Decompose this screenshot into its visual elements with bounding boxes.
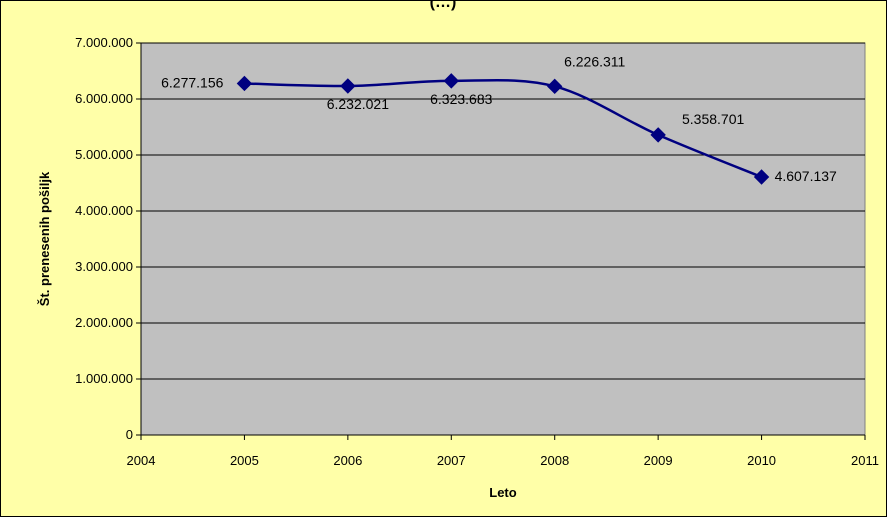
data-point-marker — [443, 73, 459, 89]
data-point-marker — [753, 169, 770, 185]
data-labels: 6.277.156 6.232.021 6.323.683 6.226.311 5.35… — [161, 53, 837, 184]
y-tick-label: 2.000.000 — [75, 315, 133, 330]
chart-title: (…) — [430, 1, 457, 11]
axes — [136, 42, 866, 440]
x-tick-labels: 2004 2005 2006 2007 2008 2009 2010 2011 — [127, 453, 879, 468]
data-point-marker — [340, 78, 356, 94]
y-tick-label: 6.000.000 — [75, 91, 133, 106]
x-tick-label: 2006 — [333, 453, 362, 468]
data-label: 5.358.701 — [682, 111, 744, 127]
data-label: 6.226.311 — [564, 53, 625, 69]
y-tick-label: 5.000.000 — [75, 147, 133, 162]
data-label: 4.607.137 — [775, 168, 837, 184]
y-axis-title: Št. prenesenih pošiljk — [37, 171, 52, 306]
y-tick-label: 7.000.000 — [75, 35, 133, 50]
gridlines — [141, 42, 865, 380]
y-tick-label: 3.000.000 — [75, 259, 133, 274]
x-tick-label: 2005 — [230, 453, 259, 468]
y-tick-label: 4.000.000 — [75, 203, 133, 218]
y-tick-label: 1.000.000 — [75, 371, 133, 386]
x-tick-label: 2007 — [437, 453, 466, 468]
x-tick-label: 2004 — [127, 453, 156, 468]
x-tick-label: 2010 — [747, 453, 776, 468]
data-label: 6.277.156 — [161, 74, 223, 90]
y-tick-label: 0 — [126, 427, 133, 442]
y-tick-labels: 0 1.000.000 2.000.000 3.000.000 4.000.000 5.0… — [75, 35, 133, 442]
series-line — [244, 78, 763, 179]
x-tick-label: 2008 — [540, 453, 569, 468]
x-axis-title: Leto — [489, 485, 517, 500]
data-point-marker — [547, 78, 563, 95]
x-tick-label: 2011 — [851, 453, 879, 468]
data-label: 6.323.683 — [430, 91, 492, 107]
data-point-marker — [236, 75, 253, 92]
data-point-marker — [650, 127, 666, 143]
series-group — [236, 73, 770, 185]
data-label: 6.232.021 — [327, 96, 389, 112]
x-tick-label: 2009 — [644, 453, 673, 468]
plot-area — [140, 42, 866, 436]
